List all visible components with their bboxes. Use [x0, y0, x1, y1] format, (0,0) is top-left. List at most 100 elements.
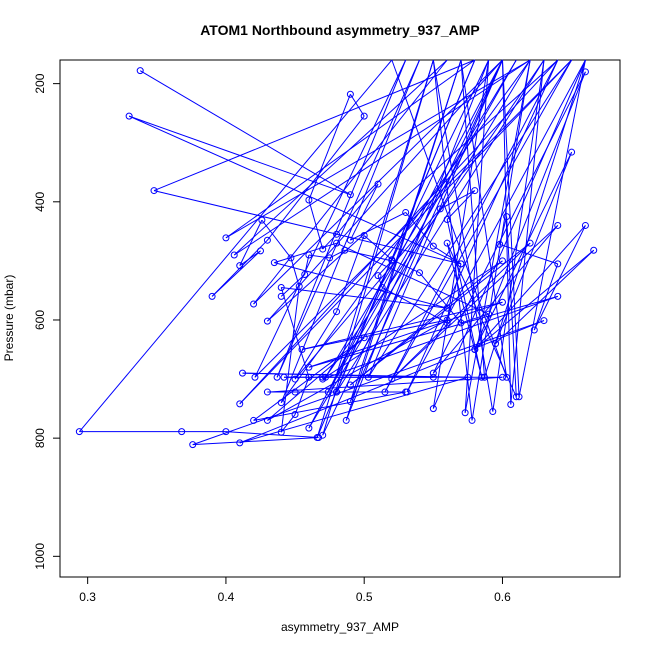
series-lines	[78, 59, 595, 446]
series-segment	[267, 59, 503, 322]
data-point	[515, 393, 523, 401]
data-point	[222, 428, 230, 436]
series-segment	[225, 431, 319, 439]
data-point	[341, 246, 349, 254]
series-segment	[139, 70, 351, 196]
data-point	[457, 260, 465, 268]
series-segment	[336, 242, 489, 315]
series-segment	[325, 59, 517, 378]
series-segment	[322, 295, 558, 380]
data-point	[236, 262, 244, 270]
data-point	[239, 369, 247, 377]
data-point	[291, 388, 299, 396]
data-point	[250, 300, 258, 308]
series-segment	[294, 311, 337, 380]
data-point	[436, 205, 444, 213]
data-point	[429, 373, 437, 381]
data-point	[471, 187, 479, 195]
series-segment	[253, 337, 365, 421]
series-segment	[440, 190, 476, 210]
data-point	[498, 257, 506, 265]
series-segment	[446, 263, 462, 324]
series-segment	[533, 263, 559, 331]
data-point	[346, 191, 354, 199]
data-point	[319, 245, 327, 253]
data-point	[402, 388, 410, 396]
series-segment	[495, 249, 595, 344]
data-point	[263, 236, 271, 244]
series-segment	[419, 272, 462, 324]
series-segment	[460, 59, 508, 378]
series-segment	[344, 249, 392, 262]
series-segment	[254, 59, 407, 378]
data-point	[429, 242, 437, 250]
data-point	[287, 254, 295, 262]
x-tick-label: 0.6	[494, 590, 511, 604]
data-point	[402, 208, 410, 216]
data-point	[360, 231, 368, 239]
series-segment	[381, 287, 448, 324]
series-segment	[233, 59, 531, 256]
series-segment	[253, 391, 406, 421]
data-point	[230, 251, 238, 259]
data-point	[498, 373, 506, 381]
series-segment	[474, 151, 573, 350]
series-segment	[345, 59, 490, 421]
data-point	[489, 408, 497, 416]
series-segment	[274, 242, 337, 264]
data-point	[263, 416, 271, 424]
series-segment	[349, 183, 379, 241]
series-segment	[391, 259, 420, 274]
data-point	[333, 308, 341, 316]
data-point	[270, 259, 278, 267]
data-point	[273, 373, 281, 381]
series-segment	[153, 190, 462, 265]
series-segment	[405, 212, 434, 247]
data-point	[305, 373, 313, 381]
x-tick-label: 0.3	[79, 590, 96, 604]
data-point	[468, 416, 476, 424]
series-segment	[280, 287, 310, 378]
data-point	[324, 388, 332, 396]
series-segment	[281, 286, 448, 309]
series-segment	[433, 245, 462, 265]
data-point	[554, 292, 562, 300]
x-axis: 0.3 0.4 0.5 0.6	[79, 576, 511, 604]
series-segment	[225, 59, 531, 239]
data-point	[222, 234, 230, 242]
series-segment	[290, 257, 300, 287]
series-segment	[377, 275, 383, 288]
data-point	[346, 381, 354, 389]
data-point	[478, 373, 486, 381]
data-point	[581, 221, 589, 229]
data-point	[485, 310, 493, 318]
series-segment	[308, 94, 351, 201]
data-point	[429, 369, 437, 377]
data-point	[291, 411, 299, 419]
data-point	[496, 240, 504, 248]
data-point	[305, 251, 313, 259]
series-segment	[308, 59, 531, 429]
data-point	[346, 398, 354, 406]
x-axis-label: asymmetry_937_AMP	[281, 620, 399, 634]
series-segment	[267, 376, 503, 393]
data-point	[360, 112, 368, 120]
data-point	[443, 239, 451, 247]
data-point	[277, 292, 285, 300]
series-segment	[308, 301, 503, 368]
series-segment	[432, 71, 586, 374]
data-point	[512, 393, 520, 401]
y-axis-label: Pressure (mbar)	[2, 275, 16, 362]
series-segment	[267, 59, 559, 322]
data-point	[507, 400, 515, 408]
series-segment	[350, 242, 531, 386]
series-segment	[280, 274, 306, 297]
series-segment	[533, 225, 586, 331]
data-point	[301, 270, 309, 278]
data-point	[374, 272, 382, 280]
y-tick-label: 1000	[33, 543, 47, 570]
series-segment	[391, 242, 531, 380]
chart-title: ATOM1 Northbound asymmetry_937_AMP	[200, 22, 480, 38]
data-point	[346, 236, 354, 244]
